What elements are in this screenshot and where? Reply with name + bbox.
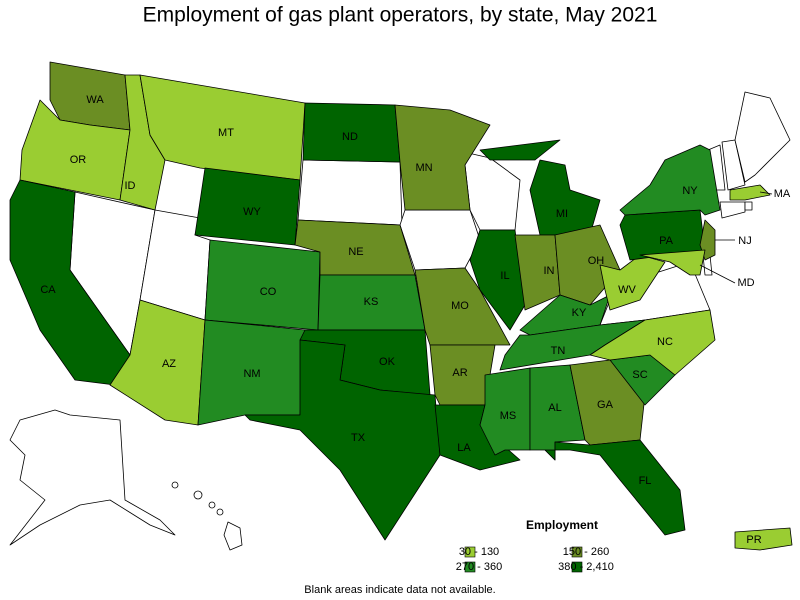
state-shape	[544, 439, 686, 536]
legend: Employment 30 - 130 150 - 260 270 - 360 380…	[456, 518, 614, 573]
legend-swatch	[571, 546, 583, 558]
state-shape	[414, 267, 511, 346]
state-label: NM	[243, 368, 260, 380]
state-label: PA	[659, 235, 674, 247]
state-label: CO	[260, 286, 277, 298]
state-label: AR	[452, 367, 467, 379]
state-label: NJ	[738, 235, 751, 247]
state-label: GA	[597, 399, 614, 411]
state-label: SC	[632, 369, 647, 381]
state-shape	[9, 179, 131, 386]
state-label: OR	[70, 154, 87, 166]
blank-state	[297, 159, 403, 226]
blank-state	[9, 409, 176, 546]
state-shape	[619, 144, 721, 216]
state-label: MT	[218, 127, 234, 139]
legend-swatch	[464, 561, 476, 573]
legend-label: 270 - 360	[456, 561, 502, 573]
state-label: NC	[657, 336, 673, 348]
state-label: MA	[774, 188, 791, 200]
blank-state	[734, 91, 791, 183]
state-label: WA	[86, 94, 104, 106]
state-label: CA	[40, 284, 56, 296]
state-shape	[244, 339, 441, 541]
state-shape	[599, 254, 666, 311]
state-label: TN	[551, 345, 566, 357]
state-shape	[529, 159, 601, 236]
blank-state	[399, 209, 481, 271]
state-label: MI	[556, 208, 568, 220]
state-shape	[394, 104, 491, 211]
blank-state	[719, 201, 746, 219]
legend-swatch	[464, 546, 476, 558]
state-label: OH	[588, 255, 605, 267]
state-label: NY	[682, 185, 698, 197]
footnote: Blank areas indicate data not available.	[304, 584, 495, 596]
legend-title: Employment	[526, 518, 598, 532]
state-label: NE	[348, 246, 363, 258]
state-label: WY	[243, 206, 261, 218]
legend-swatch	[571, 561, 583, 573]
state-label: IL	[500, 270, 509, 282]
state-label: MD	[737, 277, 754, 289]
map-title: Employment of gas plant operators, by st…	[143, 4, 658, 27]
state-shape	[639, 249, 706, 276]
state-label: MS	[500, 410, 517, 422]
hawaii	[171, 481, 243, 551]
state-label: WV	[618, 284, 636, 296]
state-label: MN	[415, 162, 432, 174]
state-label: KS	[364, 296, 379, 308]
state-label: AL	[548, 402, 561, 414]
state-label: OK	[379, 356, 396, 368]
state-shape	[589, 309, 716, 376]
legend-label: 380 - 2,410	[558, 561, 614, 573]
state-shape	[729, 184, 771, 201]
state-label: LA	[457, 442, 471, 454]
blank-state	[744, 201, 753, 211]
state-shape	[619, 209, 706, 261]
states: WA OR CA ID MT WY AZ CO NM ND NE KS OK TX MN MO AR LA IL MI…	[9, 61, 793, 551]
state-label: TX	[351, 432, 366, 444]
state-label: AZ	[162, 358, 176, 370]
state-shape	[479, 139, 561, 161]
blank-state	[721, 139, 746, 191]
state-label: MO	[451, 300, 469, 312]
state-label: PR	[746, 534, 761, 546]
state-label: IN	[544, 265, 555, 277]
callouts	[699, 191, 773, 284]
state-label: ID	[125, 180, 136, 192]
state-label: KY	[572, 307, 587, 319]
state-shape	[734, 527, 793, 551]
legend-label: 30 - 130	[459, 546, 499, 558]
state-shape	[469, 229, 526, 331]
legend-label: 150 - 260	[563, 546, 609, 558]
state-label: ND	[342, 131, 358, 143]
state-label: FL	[639, 475, 652, 487]
